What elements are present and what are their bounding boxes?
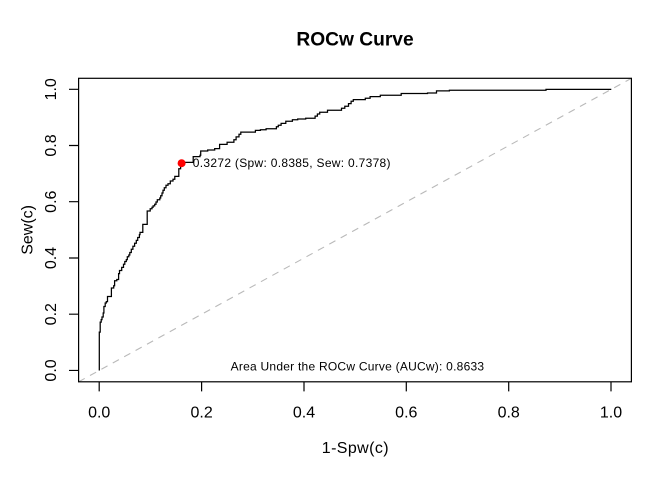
svg-text:0.3272 (Spw: 0.8385, Sew: 0.73: 0.3272 (Spw: 0.8385, Sew: 0.7378): [193, 156, 391, 170]
svg-text:Sew(c): Sew(c): [20, 205, 37, 255]
svg-text:1.0: 1.0: [600, 404, 622, 421]
svg-text:0.4: 0.4: [43, 247, 60, 269]
svg-text:1.0: 1.0: [43, 78, 60, 100]
svg-text:0.6: 0.6: [43, 190, 60, 212]
svg-text:0.4: 0.4: [293, 404, 315, 421]
svg-text:0.8: 0.8: [43, 134, 60, 156]
svg-text:0.0: 0.0: [88, 404, 110, 421]
svg-text:0.2: 0.2: [43, 303, 60, 325]
svg-text:Area Under the ROCw Curve (AUC: Area Under the ROCw Curve (AUCw): 0.8633: [231, 359, 485, 373]
svg-text:0.2: 0.2: [190, 404, 212, 421]
svg-text:0.8: 0.8: [498, 404, 520, 421]
svg-text:0.0: 0.0: [43, 359, 60, 381]
svg-text:0.6: 0.6: [395, 404, 417, 421]
svg-text:1-Spw(c): 1-Spw(c): [322, 440, 389, 457]
svg-text:ROCw Curve: ROCw Curve: [296, 30, 414, 51]
